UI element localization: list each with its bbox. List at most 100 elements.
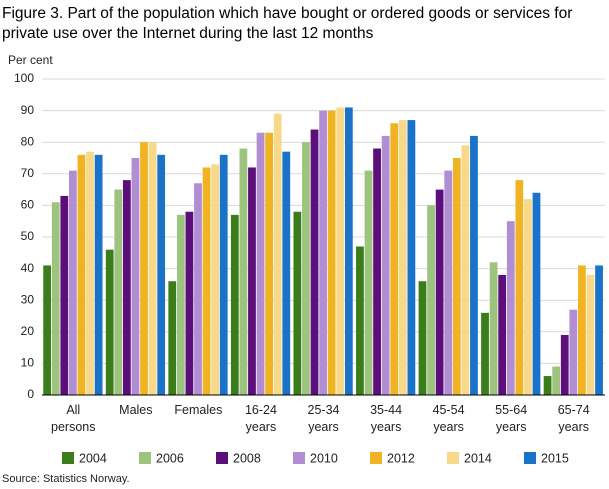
bar bbox=[176, 214, 185, 395]
bar bbox=[43, 265, 52, 395]
bar bbox=[185, 211, 194, 395]
bar bbox=[157, 154, 166, 395]
y-tick-label: 90 bbox=[21, 103, 35, 117]
y-tick-label: 70 bbox=[21, 166, 35, 180]
bar bbox=[168, 281, 177, 395]
x-tick-label: 65-74 years bbox=[558, 403, 590, 434]
bar bbox=[230, 214, 239, 395]
bar bbox=[344, 107, 353, 395]
bar bbox=[131, 158, 140, 395]
bar bbox=[327, 110, 336, 395]
bar bbox=[435, 189, 444, 395]
bar bbox=[293, 211, 302, 395]
bar bbox=[444, 170, 453, 395]
y-tick-label: 80 bbox=[21, 134, 35, 148]
legend-swatch bbox=[139, 452, 151, 464]
legend-label: 2008 bbox=[233, 451, 261, 465]
bar bbox=[51, 202, 60, 395]
legend-swatch bbox=[524, 452, 536, 464]
bar bbox=[578, 265, 586, 395]
bar bbox=[202, 167, 211, 395]
bar bbox=[524, 199, 532, 395]
bar bbox=[452, 158, 461, 395]
chart-title: Figure 3. Part of the population which h… bbox=[2, 5, 573, 42]
legend-label: 2014 bbox=[464, 451, 492, 465]
bar bbox=[248, 167, 256, 395]
legend-swatch bbox=[216, 452, 228, 464]
y-axis-label: Per cent bbox=[8, 53, 53, 67]
bar bbox=[390, 123, 399, 396]
bar bbox=[140, 142, 148, 395]
bar bbox=[239, 148, 248, 395]
x-tick-label: 35-44 years bbox=[370, 403, 402, 434]
bar bbox=[489, 262, 498, 395]
legend-label: 2010 bbox=[310, 451, 338, 465]
legend-label: 2006 bbox=[156, 451, 184, 465]
bar bbox=[86, 151, 94, 395]
bar bbox=[122, 180, 131, 395]
bar bbox=[68, 170, 77, 395]
y-tick-label: 100 bbox=[14, 71, 34, 85]
x-tick-label: 45-54 years bbox=[433, 403, 465, 434]
bar bbox=[398, 120, 407, 395]
bar bbox=[310, 129, 319, 395]
legend-label: 2015 bbox=[541, 451, 569, 465]
bar bbox=[373, 148, 381, 395]
bar bbox=[60, 195, 69, 395]
x-tick-label: 16-24 years bbox=[245, 403, 277, 434]
y-tick-label: 60 bbox=[21, 198, 35, 212]
x-tick-label: All persons bbox=[51, 403, 95, 434]
bar bbox=[364, 170, 373, 395]
source: Source: Statistics Norway. bbox=[2, 473, 130, 485]
y-tick-label: 40 bbox=[21, 261, 35, 275]
bar bbox=[515, 180, 524, 395]
bar bbox=[194, 183, 202, 395]
legend-swatch bbox=[293, 452, 305, 464]
bar bbox=[256, 132, 265, 395]
bar bbox=[302, 142, 310, 395]
y-tick-label: 30 bbox=[21, 292, 35, 306]
bar bbox=[319, 110, 327, 395]
bar bbox=[265, 132, 274, 395]
bar bbox=[552, 366, 561, 395]
bar bbox=[470, 135, 478, 395]
legend-swatch bbox=[370, 452, 382, 464]
bar bbox=[569, 309, 578, 395]
x-tick-label: Males bbox=[119, 403, 152, 417]
bar bbox=[105, 249, 114, 395]
bar bbox=[114, 189, 123, 395]
bar bbox=[560, 334, 569, 395]
bar bbox=[282, 151, 291, 395]
y-tick-label: 10 bbox=[21, 356, 35, 370]
y-tick-label: 50 bbox=[21, 229, 35, 243]
bar bbox=[148, 142, 157, 395]
x-tick-label: 25-34 years bbox=[308, 403, 340, 434]
bar bbox=[461, 145, 470, 395]
bar bbox=[418, 281, 427, 395]
bar bbox=[506, 221, 515, 395]
bar bbox=[427, 205, 435, 395]
legend-label: 2004 bbox=[79, 451, 107, 465]
x-tick-label: Females bbox=[174, 403, 222, 417]
legend-swatch bbox=[62, 452, 74, 464]
bar bbox=[77, 154, 86, 395]
bar bbox=[336, 107, 345, 395]
bar bbox=[543, 376, 552, 395]
bar bbox=[94, 154, 103, 395]
bar bbox=[532, 192, 541, 395]
bar bbox=[595, 265, 603, 395]
legend-label: 2012 bbox=[387, 451, 415, 465]
bar bbox=[407, 120, 416, 395]
bar bbox=[273, 113, 282, 395]
y-tick-label: 0 bbox=[27, 387, 34, 401]
bar bbox=[219, 154, 228, 395]
bar bbox=[211, 164, 220, 395]
x-tick-label: 55-64 years bbox=[495, 403, 527, 434]
bar bbox=[481, 312, 489, 395]
bar bbox=[381, 135, 390, 395]
bar bbox=[586, 274, 595, 395]
y-tick-label: 20 bbox=[21, 324, 35, 338]
bar bbox=[356, 246, 364, 395]
